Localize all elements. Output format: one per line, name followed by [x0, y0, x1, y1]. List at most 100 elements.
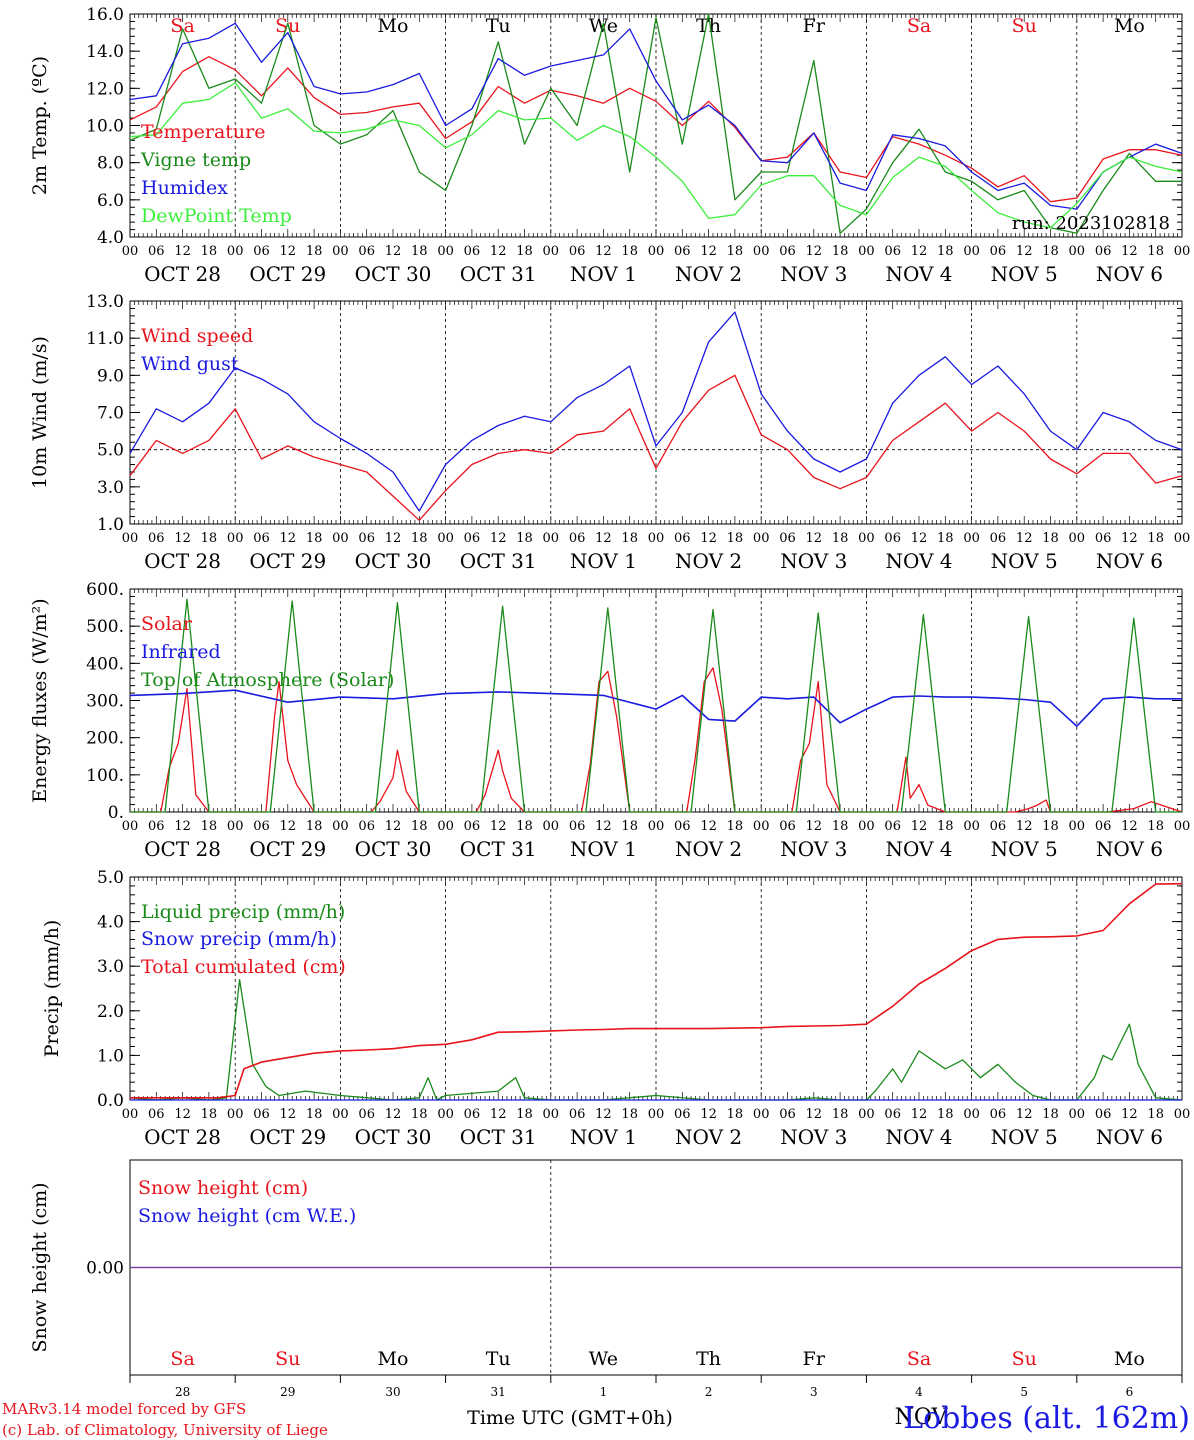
x-date-label: OCT 29 — [249, 549, 326, 573]
x-hour-label: 00 — [543, 531, 560, 546]
x-hour-label: 00 — [1174, 1107, 1191, 1122]
x-date-label: NOV 4 — [885, 1125, 952, 1149]
y-tick-label: 400. — [86, 654, 124, 674]
x-hour-label: 06 — [990, 1107, 1007, 1122]
x-hour-label: 06 — [569, 531, 586, 546]
x-hour-label: 12 — [280, 819, 297, 834]
x-hour-label: 12 — [490, 1107, 507, 1122]
x-hour-label: 18 — [516, 1107, 533, 1122]
panel-4: 0.0 1.0 2.0 3.0 4.0 5.0 00 06 12 18 00 06 12 18 00 06 12… — [41, 868, 1190, 1149]
x-hour-label: 12 — [490, 531, 507, 546]
x-hour-label: 00 — [963, 1107, 980, 1122]
x-hour-label: 12 — [700, 819, 717, 834]
x-hour-label: 12 — [174, 531, 191, 546]
run-annotation: run: 2023102818 — [1012, 213, 1170, 234]
y-axis-label: 2m Temp. (ºC) — [29, 56, 51, 195]
x-date-label: OCT 28 — [144, 549, 221, 573]
x-hour-label: 00 — [1069, 819, 1086, 834]
x-day-number: 29 — [280, 1385, 295, 1399]
x-hour-label: 00 — [437, 244, 454, 259]
x-hour-label: 00 — [1174, 819, 1191, 834]
x-hour-label: 12 — [385, 244, 402, 259]
credit-line-2: (c) Lab. of Climatology, University of L… — [2, 1421, 328, 1439]
x-hour-label: 06 — [253, 1107, 270, 1122]
x-hour-label: 18 — [621, 531, 638, 546]
y-tick-label: 300. — [86, 692, 124, 712]
legend-entry: Top of Atmosphere (Solar) — [141, 669, 394, 691]
x-hour-label: 00 — [437, 531, 454, 546]
x-day-number: 5 — [1020, 1385, 1028, 1399]
x-hour-label: 18 — [832, 819, 849, 834]
panels: 4.06.08.010.012.014.016.000 06 12 18 00 06 12 1… — [29, 5, 1190, 1399]
x-hour-label: 18 — [832, 244, 849, 259]
x-hour-label: 00 — [753, 531, 770, 546]
x-hour-label: 12 — [174, 819, 191, 834]
y-axis-label: Snow height (cm) — [29, 1182, 51, 1352]
x-hour-label: 00 — [963, 819, 980, 834]
x-hour-label: 12 — [1121, 244, 1138, 259]
x-hour-label: 12 — [280, 531, 297, 546]
x-hour-label: 18 — [1147, 244, 1164, 259]
x-hour-label: 06 — [1095, 531, 1112, 546]
y-tick-label: 600. — [86, 580, 124, 600]
plot-frame — [129, 300, 1183, 525]
x-hour-label: 06 — [674, 244, 691, 259]
y-tick-label: 0. — [108, 803, 124, 823]
y-tick-label: 500. — [86, 617, 124, 637]
series-line-3 — [130, 598, 1182, 813]
x-date-label: NOV 3 — [780, 1125, 847, 1149]
weekday-label: Su — [1012, 15, 1037, 37]
series-group — [129, 311, 1183, 521]
y-tick-label: 11.0 — [86, 329, 124, 349]
x-date-label: OCT 30 — [355, 837, 432, 861]
x-hour-label: 06 — [148, 531, 165, 546]
x-hour-label: 18 — [621, 819, 638, 834]
series-line-3 — [130, 882, 1183, 1099]
x-date-label: OCT 30 — [355, 262, 432, 286]
x-hour-label: 18 — [1042, 1107, 1059, 1122]
x-hour-label: 00 — [332, 1107, 349, 1122]
x-hour-label: 12 — [595, 819, 612, 834]
y-tick-label: 2.0 — [97, 1002, 124, 1022]
x-hour-label: 06 — [990, 531, 1007, 546]
x-hour-label: 06 — [253, 531, 270, 546]
x-hour-label: 00 — [227, 819, 244, 834]
legend-entry: Liquid precip (mm/h) — [141, 901, 345, 923]
x-hour-label: 18 — [937, 1107, 954, 1122]
x-hour-label: 12 — [806, 1107, 823, 1122]
x-day-number: 6 — [1126, 1385, 1134, 1399]
y-tick-label: 8.0 — [97, 154, 124, 174]
x-hour-label: 12 — [700, 244, 717, 259]
legend-entry: Solar — [141, 613, 193, 635]
x-date-label: OCT 30 — [355, 549, 432, 573]
x-hour-label: 18 — [832, 531, 849, 546]
legend-entry: DewPoint Temp — [141, 205, 292, 227]
x-hour-label: 06 — [884, 244, 901, 259]
x-date-label: NOV 5 — [991, 262, 1058, 286]
x-date-label: NOV 5 — [991, 1125, 1058, 1149]
x-hour-label: 12 — [806, 819, 823, 834]
x-hour-label: 00 — [858, 819, 875, 834]
x-hour-label: 00 — [753, 1107, 770, 1122]
x-hour-label: 00 — [543, 244, 560, 259]
y-tick-label: 10.0 — [86, 117, 124, 137]
x-hour-label: 00 — [122, 531, 139, 546]
x-date-label: NOV 3 — [780, 262, 847, 286]
legend-entry: Humidex — [141, 177, 228, 199]
y-tick-label: 1.0 — [97, 1046, 124, 1066]
x-hour-label: 06 — [148, 819, 165, 834]
series-group — [129, 598, 1183, 813]
series-group — [129, 13, 1183, 234]
x-day-number: 3 — [810, 1385, 818, 1399]
x-hour-label: 12 — [490, 819, 507, 834]
x-hour-label: 12 — [911, 531, 928, 546]
x-hour-label: 12 — [595, 244, 612, 259]
y-axis-label: Energy fluxes (W/m²) — [29, 598, 51, 802]
x-hour-label: 06 — [358, 531, 375, 546]
x-hour-label: 18 — [727, 244, 744, 259]
x-day-number: 30 — [385, 1385, 400, 1399]
x-hour-label: 18 — [937, 244, 954, 259]
y-tick-label: 4.0 — [97, 913, 124, 933]
weekday-label: Mo — [378, 15, 409, 37]
weekday-label: Mo — [378, 1348, 409, 1370]
